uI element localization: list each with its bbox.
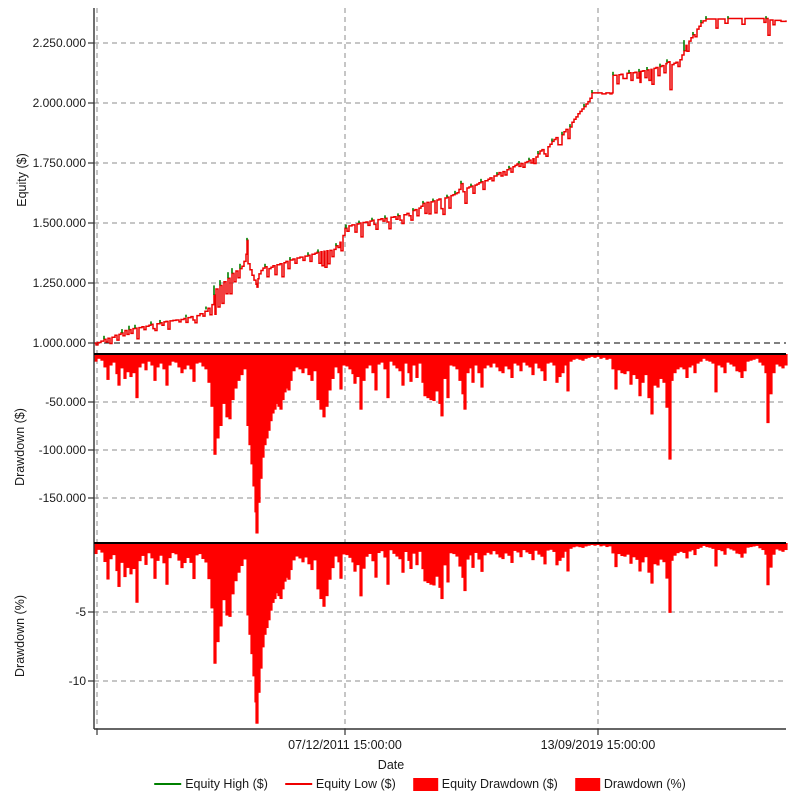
- legend: Equity High ($) Equity Low ($) Equity Dr…: [154, 777, 686, 791]
- x-tick-label-2019: 13/09/2019 15:00:00: [540, 738, 656, 752]
- equity-high-spikes: [103, 16, 767, 340]
- y-tick-label: 1.250.000: [33, 276, 87, 290]
- legend-item-equity-low: Equity Low ($): [284, 777, 396, 791]
- y-tick-label: -5: [75, 605, 86, 619]
- y-tick-label: 2.000.000: [33, 96, 87, 110]
- y-tick-label: 1.000.000: [33, 336, 87, 350]
- y-tick-label: -10: [69, 674, 87, 688]
- legend-item-equity-high: Equity High ($): [154, 777, 268, 791]
- legend-item-drawdown-pct: Drawdown (%): [574, 777, 686, 791]
- equity-drawdown-swatch: [412, 777, 438, 791]
- legend-item-equity-drawdown: Equity Drawdown ($): [412, 777, 558, 791]
- y-tick-labels: 2.250.000 2.000.000 1.750.000 1.500.000 1.25…: [33, 36, 599, 735]
- legend-label-equity-high: Equity High ($): [185, 777, 268, 791]
- y-tick-label: 1.750.000: [33, 156, 87, 170]
- legend-label-equity-drawdown: Equity Drawdown ($): [441, 777, 558, 791]
- equity-high-line-swatch: [154, 783, 182, 785]
- drawdown-pct-bars: [94, 543, 788, 724]
- legend-label-equity-low: Equity Low ($): [315, 777, 396, 791]
- drawdown-pct-swatch: [574, 777, 600, 791]
- drawdown-dollar-axis-title: Drawdown ($): [13, 408, 27, 486]
- equity-drawdown-bars: [94, 354, 788, 534]
- y-tick-label: 2.250.000: [33, 36, 87, 50]
- legend-label-drawdown-pct: Drawdown (%): [603, 777, 686, 791]
- y-tick-label: 1.500.000: [33, 216, 87, 230]
- y-tick-label: -100.000: [39, 443, 87, 457]
- x-axis-title: Date: [377, 758, 405, 772]
- drawdown-pct-axis-title: Drawdown (%): [13, 595, 27, 677]
- y-tick-label: -50.000: [45, 395, 86, 409]
- axes: [93, 8, 786, 730]
- y-tick-label: -150.000: [39, 491, 87, 505]
- equity-low-line-swatch: [284, 783, 312, 785]
- x-tick-label-2011: 07/12/2011 15:00:00: [288, 738, 402, 752]
- equity-low-line: [94, 17, 787, 346]
- equity-axis-title: Equity ($): [15, 153, 29, 207]
